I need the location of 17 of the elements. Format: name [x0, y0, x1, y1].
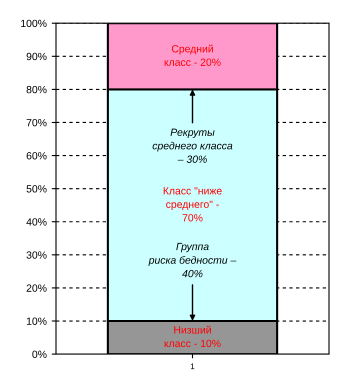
x-tick-label: 1: [190, 363, 194, 370]
y-tick-label: 90%: [26, 52, 47, 60]
annotation: Низший класс - 10%: [164, 326, 221, 348]
y-tick-label: 20%: [26, 284, 47, 292]
y-tick-label: 30%: [26, 251, 47, 259]
annotation: Средний класс - 20%: [164, 44, 221, 66]
y-tick-label: 100%: [21, 20, 47, 28]
annotation: Класс "ниже среднего" - 70%: [164, 187, 222, 222]
y-tick-label: 70%: [26, 118, 47, 126]
y-tick-label: 60%: [26, 152, 47, 160]
annotation: Группа риска бедности – 40%: [148, 242, 236, 278]
y-tick-label: 50%: [26, 185, 47, 193]
annotation: Рекруты среднего класса – 30%: [152, 128, 232, 163]
y-tick-label: 10%: [26, 318, 47, 325]
y-tick-label: 40%: [26, 218, 47, 226]
y-tick-label: 80%: [26, 86, 47, 94]
y-tick-label: 0%: [32, 350, 47, 358]
